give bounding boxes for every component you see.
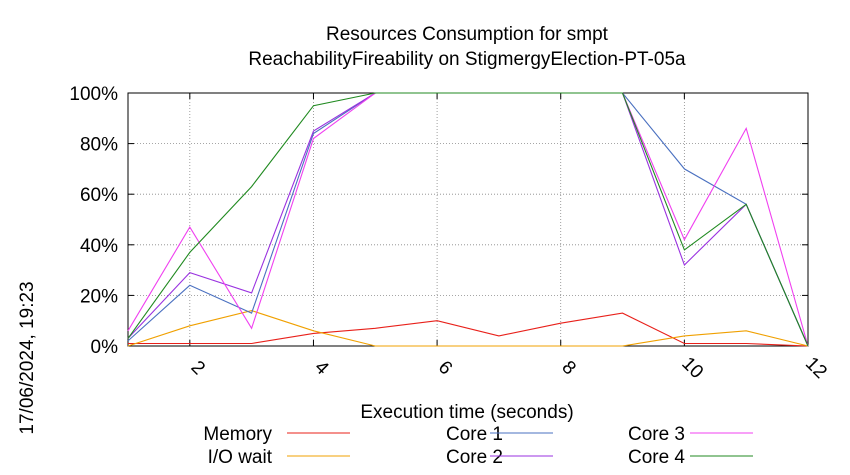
series-line-core-3 (127, 92, 809, 347)
legend-label-core-3: Core 3 (628, 424, 685, 445)
legend-label-core-4: Core 4 (628, 447, 685, 468)
x-tick-label: 10 (677, 353, 707, 383)
x-tick-label: 8 (557, 357, 579, 379)
x-tick-label: 12 (801, 353, 831, 383)
series-lines (127, 92, 809, 347)
chart-title: Resources Consumption for smpt (326, 24, 609, 45)
y-tick-label: 100% (69, 84, 118, 105)
legend-label-core-1: Core 1 (446, 424, 503, 445)
series-line-i-o-wait (127, 310, 809, 347)
series-line-memory (128, 312, 809, 347)
x-axis-label: Execution time (seconds) (360, 402, 573, 423)
x-tick-label: 4 (310, 357, 333, 380)
series-line-core-2 (127, 92, 809, 347)
x-tick-label: 6 (434, 357, 456, 379)
grid (128, 93, 808, 346)
x-tick-label: 2 (187, 357, 209, 379)
y-tick-label: 80% (80, 135, 118, 156)
y-tick-label: 60% (80, 185, 118, 206)
chart-subtitle: ReachabilityFireability on StigmergyElec… (248, 49, 686, 70)
legend-label-core-2: Core 2 (446, 447, 503, 468)
plot-frame (127, 92, 809, 347)
legend-label-i-o-wait: I/O wait (208, 447, 273, 468)
y-tick-label: 20% (80, 286, 118, 307)
y-tick-label: 0% (91, 337, 119, 358)
y-tick-label: 40% (80, 236, 118, 257)
series-line-core-1 (127, 92, 809, 347)
axes: 0% 20% 40% 60% 80% 100% 2 4 6 8 10 12 (69, 84, 830, 383)
series-line-core-4 (127, 92, 809, 347)
legend-label-memory: Memory (203, 424, 272, 445)
timestamp-label: 17/06/2024, 19:23 (17, 281, 38, 434)
